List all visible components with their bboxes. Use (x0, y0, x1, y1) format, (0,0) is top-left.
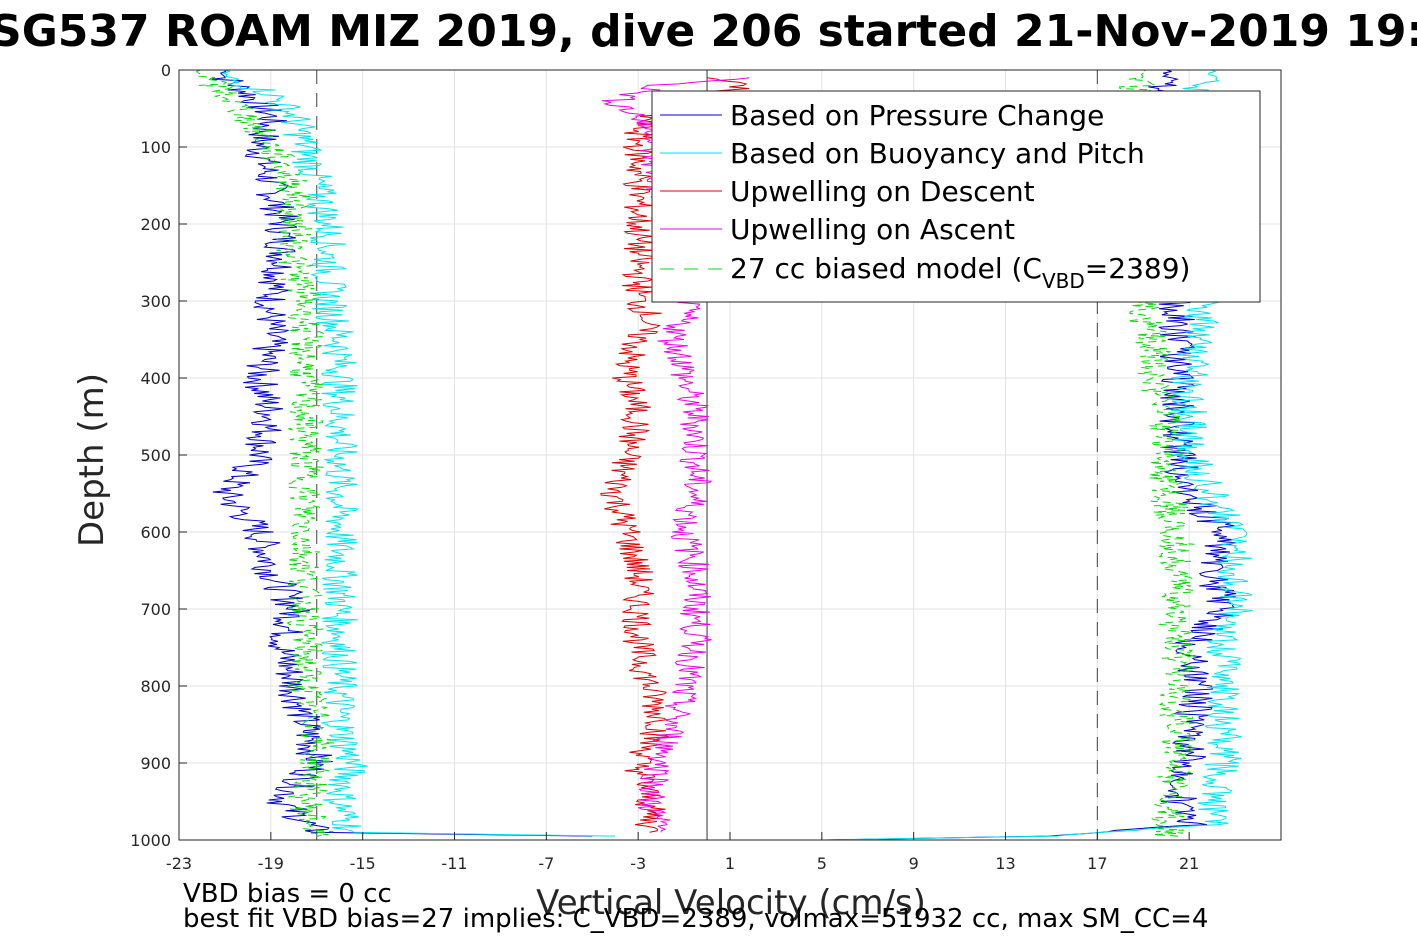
y-axis-label: Depth (m) (72, 373, 112, 547)
x-tick-label: 21 (1179, 854, 1199, 873)
y-tick-label: 300 (140, 292, 171, 311)
x-tick-label: 13 (995, 854, 1015, 873)
x-axis-ticks: -23 -19 -15 -11 -7 -3 1 5 9 13 17 21 (166, 832, 1199, 873)
x-tick-label: -15 (350, 854, 376, 873)
legend-label-biased-model-main: 27 cc biased model (C (730, 252, 1042, 285)
legend-label-biased-model-tail: =2389) (1085, 252, 1191, 285)
legend-label-upwelling-descent: Upwelling on Descent (730, 175, 1035, 208)
x-tick-label: -19 (258, 854, 284, 873)
annotation-vbd-bias: VBD bias = 0 cc (183, 879, 392, 909)
chart-title: SG537 ROAM MIZ 2019, dive 206 started 21… (0, 6, 1417, 57)
series-1-descent-line (221, 69, 616, 837)
x-tick-label: -7 (538, 854, 554, 873)
x-tick-label: -11 (441, 854, 467, 873)
y-tick-label: 200 (140, 215, 171, 234)
legend-label-biased-model-sub: VBD (1042, 269, 1085, 293)
y-tick-label: 900 (140, 754, 171, 773)
x-axis-label: Vertical Velocity (cm/s) (536, 883, 926, 923)
legend-label-biased-model: 27 cc biased model (CVBD=2389) (730, 252, 1190, 293)
y-tick-label: 400 (140, 369, 171, 388)
y-tick-label: 500 (140, 446, 171, 465)
y-tick-label: 100 (140, 138, 171, 157)
series-0-descent-line (211, 69, 593, 837)
annotation-best-fit: best fit VBD bias=27 implies: C_VBD=2389… (183, 904, 1208, 934)
y-axis-ticks: 0 100 200 300 400 500 600 700 800 900 1000 (130, 61, 187, 850)
legend-label-upwelling-ascent: Upwelling on Ascent (730, 213, 1015, 246)
legend-label-buoyancy: Based on Buoyancy and Pitch (730, 137, 1145, 170)
y-tick-label: 600 (140, 523, 171, 542)
legend: Based on Pressure Change Based on Buoyan… (651, 90, 1261, 303)
y-tick-label: 800 (140, 677, 171, 696)
x-tick-label: -3 (630, 854, 646, 873)
series-2-line (600, 77, 750, 833)
x-tick-label: 5 (817, 854, 827, 873)
legend-label-pressure: Based on Pressure Change (730, 99, 1104, 132)
x-tick-label: -23 (166, 854, 192, 873)
x-tick-label: 17 (1087, 854, 1107, 873)
y-tick-label: 0 (161, 61, 171, 80)
y-tick-label: 1000 (130, 831, 171, 850)
x-tick-label: 1 (725, 854, 735, 873)
legend-box (651, 90, 1261, 303)
x-tick-label: 9 (909, 854, 919, 873)
y-tick-label: 700 (140, 600, 171, 619)
